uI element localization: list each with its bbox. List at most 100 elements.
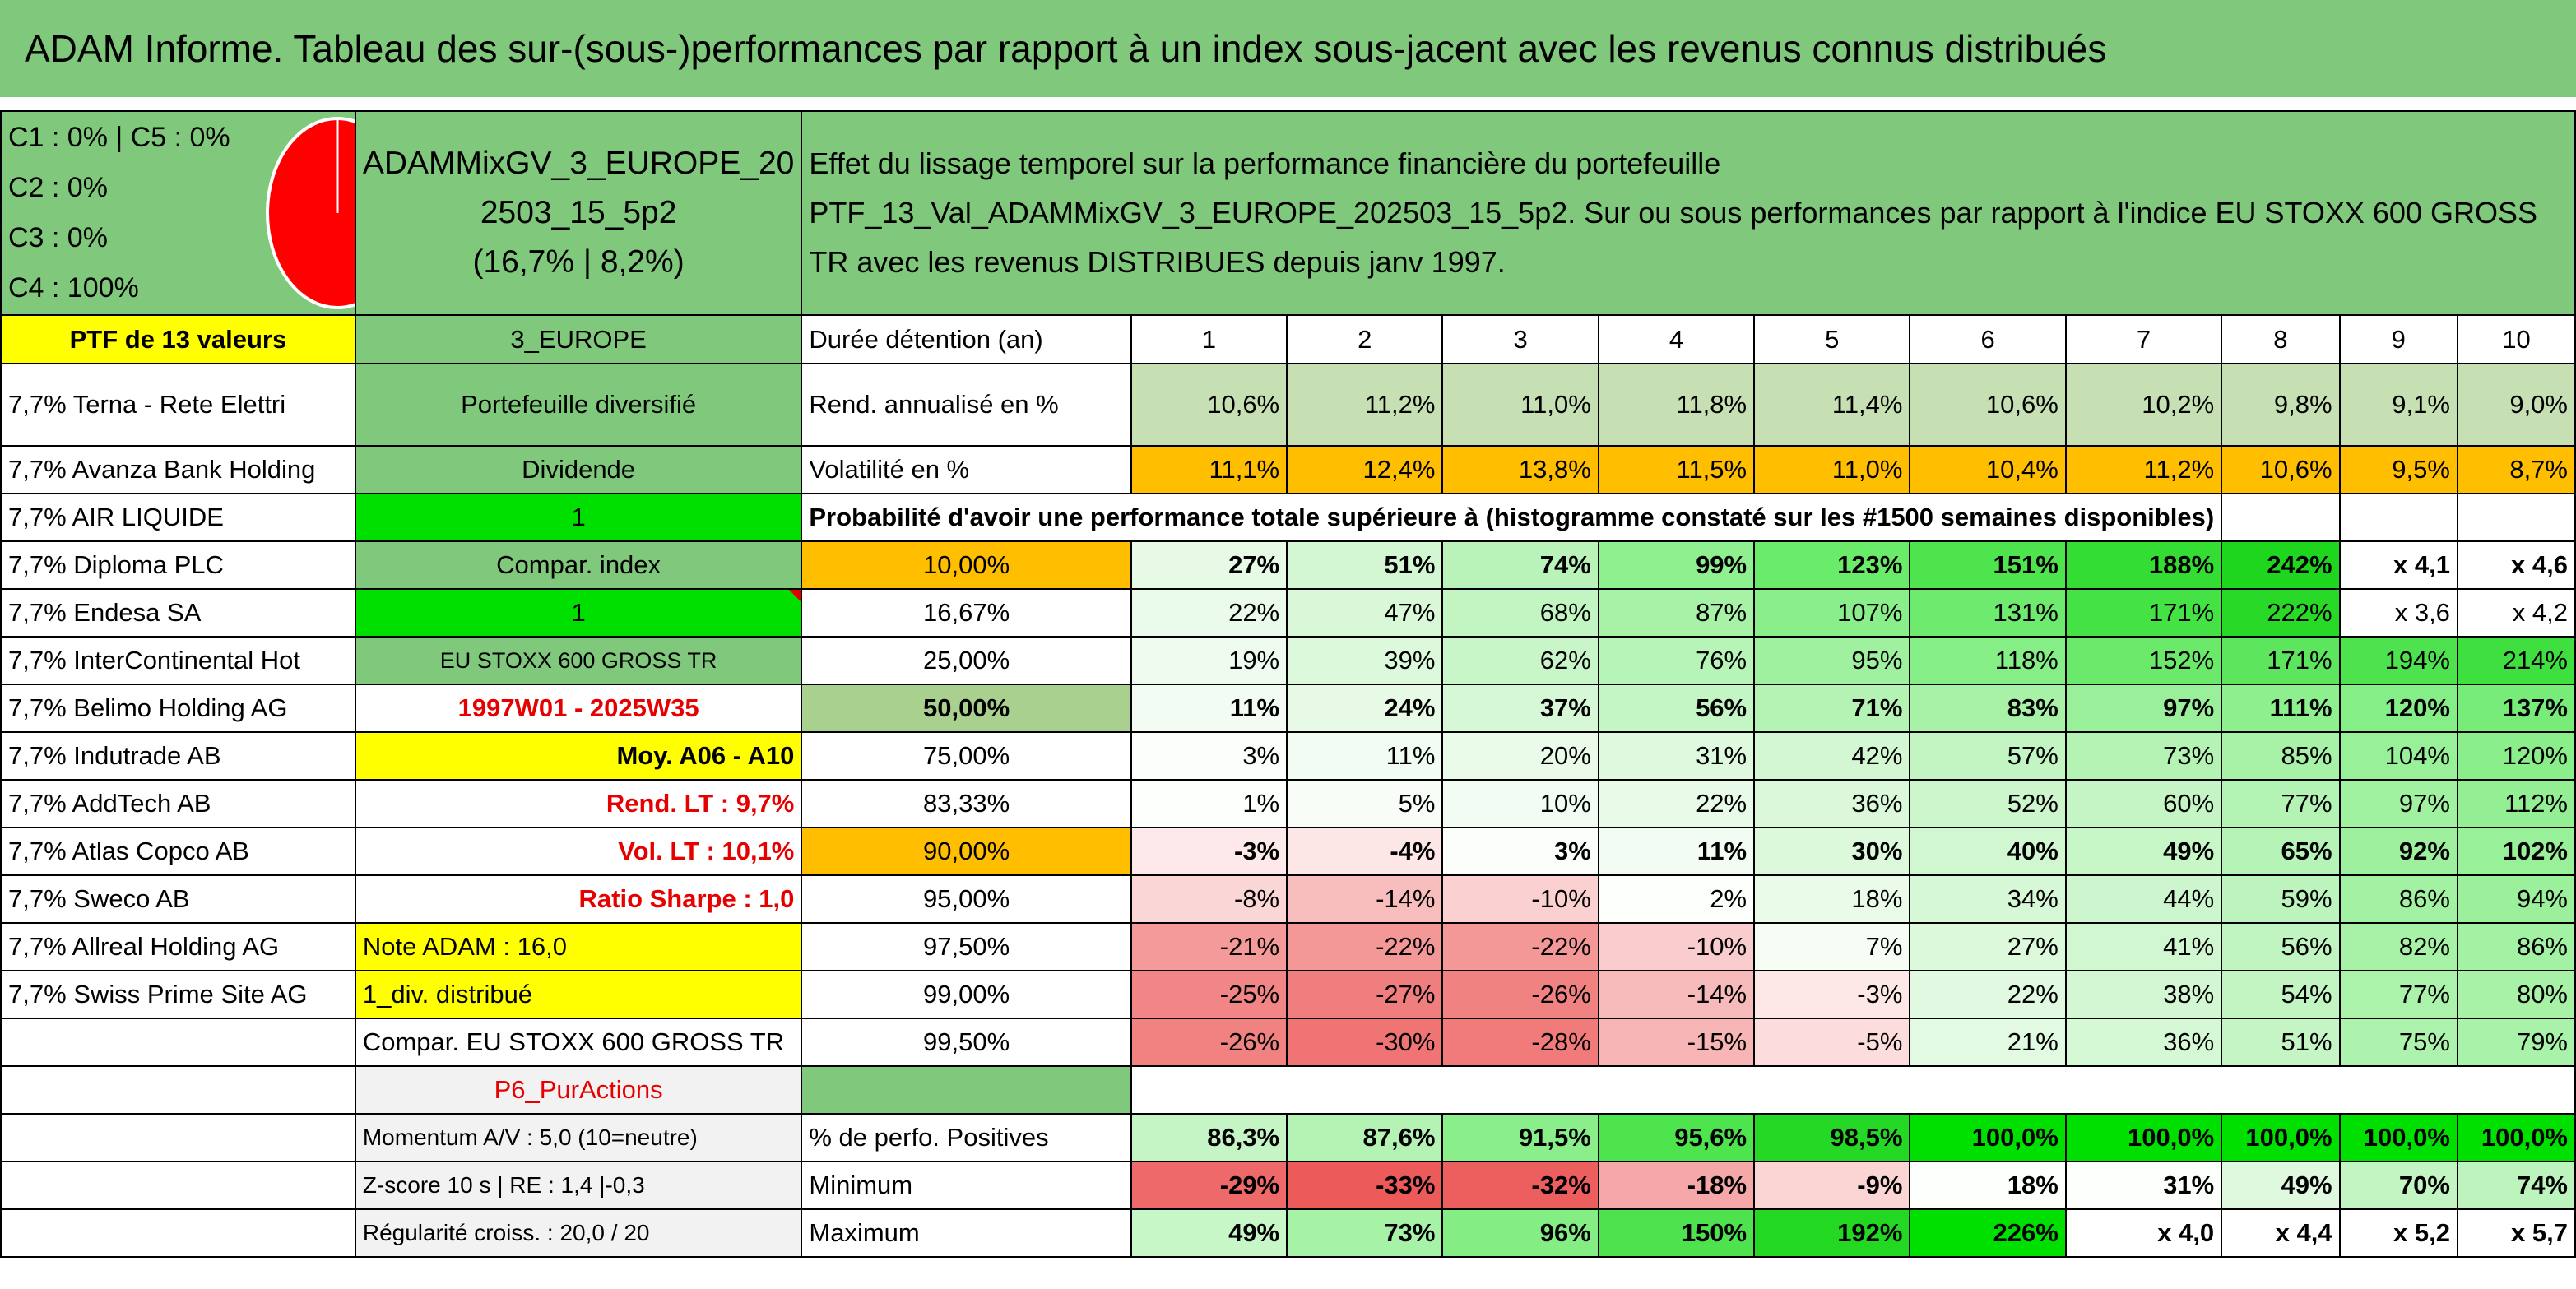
prob-value: 112% — [2456, 779, 2576, 828]
prob-value: -22% — [1286, 922, 1444, 971]
return-value: 9,0% — [2456, 363, 2576, 447]
maximum-value: x 5,7 — [2456, 1208, 2576, 1258]
positive-value: 100,0% — [2221, 1113, 2341, 1162]
prob-value: -14% — [1597, 970, 1756, 1019]
positive-label: % de perfo. Positives — [801, 1113, 1132, 1162]
return-value: 11,4% — [1753, 363, 1911, 447]
legend-c1-c5: C1 : 0% | C5 : 0% — [8, 122, 230, 153]
prob-value: 37% — [1441, 684, 1599, 733]
empty-cell — [0, 1208, 356, 1258]
prob-value: -4% — [1286, 827, 1444, 876]
prob-value: 71% — [1753, 684, 1911, 733]
allocation-pie — [266, 117, 354, 309]
prob-value: -5% — [1753, 1018, 1911, 1067]
prob-value: -22% — [1441, 922, 1599, 971]
probability-level: 10,00% — [801, 540, 1132, 590]
volatility-value: 10,4% — [1909, 445, 2067, 494]
empty-cell — [0, 1161, 356, 1210]
empty-cell — [0, 1018, 356, 1067]
prob-value: 52% — [1909, 779, 2067, 828]
probability-level: 75,00% — [801, 731, 1132, 781]
description-line-3: TR avec les revenus DISTRIBUES depuis ja… — [809, 245, 1506, 279]
positive-value: 100,0% — [2456, 1113, 2576, 1162]
prob-value: 120% — [2338, 684, 2458, 733]
prob-value: -25% — [1130, 970, 1288, 1019]
prob-value: 57% — [1909, 731, 2067, 781]
prob-value: 111% — [2221, 684, 2341, 733]
prob-value: 56% — [1597, 684, 1756, 733]
prob-value: -21% — [1130, 922, 1288, 971]
prob-value: 73% — [2064, 731, 2223, 781]
maximum-value: x 4,4 — [2221, 1208, 2341, 1258]
prob-value: -30% — [1286, 1018, 1444, 1067]
prob-value: 44% — [2064, 874, 2223, 924]
prob-value: 94% — [2456, 874, 2576, 924]
maximum-value: 96% — [1441, 1208, 1599, 1258]
prob-value: 11% — [1597, 827, 1756, 876]
prob-value: 59% — [2221, 874, 2341, 924]
prob-value: 27% — [1130, 540, 1288, 590]
prob-value: 77% — [2221, 779, 2341, 828]
prob-value: 80% — [2456, 970, 2576, 1019]
prob-value: 77% — [2338, 970, 2458, 1019]
year-header: 10 — [2456, 314, 2576, 364]
prob-value: 102% — [2456, 827, 2576, 876]
description-line-2: PTF_13_Val_ADAMMixGV_3_EUROPE_202503_15_… — [809, 196, 2537, 230]
prob-value: 51% — [2221, 1018, 2341, 1067]
empty-cell — [0, 1065, 356, 1115]
probability-level-median: 50,00% — [801, 684, 1132, 733]
prob-value: 99% — [1597, 540, 1756, 590]
year-header: 5 — [1753, 314, 1911, 364]
holding-name: 7,7% Sweco AB — [0, 874, 356, 924]
portfolio-type: Portefeuille diversifié — [354, 363, 803, 447]
prob-value: 188% — [2064, 540, 2223, 590]
holding-name: 7,7% Terna - Rete Elettri — [0, 363, 356, 447]
minimum-value: -18% — [1597, 1161, 1756, 1210]
empty-cell — [1130, 1065, 2576, 1115]
return-value: 11,8% — [1597, 363, 1756, 447]
minimum-value: -32% — [1441, 1161, 1599, 1210]
prob-value: 97% — [2064, 684, 2223, 733]
holding-name: 7,7% Endesa SA — [0, 588, 356, 638]
prob-value: 22% — [1909, 970, 2067, 1019]
prob-value: -15% — [1597, 1018, 1756, 1067]
prob-value: x 3,6 — [2338, 588, 2458, 638]
duration-label: Durée détention (an) — [801, 314, 1132, 364]
prob-value: 60% — [2064, 779, 2223, 828]
volatility-value: 10,6% — [2221, 445, 2341, 494]
fund-name-cell: ADAMMixGV_3_EUROPE_20 2503_15_5p2 (16,7%… — [354, 110, 803, 316]
regularity-label: Régularité croiss. : 20,0 / 20 — [354, 1208, 803, 1258]
prob-value: 242% — [2221, 540, 2341, 590]
ptf-label: PTF de 13 valeurs — [0, 314, 356, 364]
prob-value: 194% — [2338, 636, 2458, 685]
return-value: 11,2% — [1286, 363, 1444, 447]
empty-cell — [0, 1113, 356, 1162]
maximum-value: x 4,0 — [2064, 1208, 2223, 1258]
dividend-flag: 1 — [354, 493, 803, 542]
return-value: 10,6% — [1130, 363, 1288, 447]
prob-value: 49% — [2064, 827, 2223, 876]
prob-value: 19% — [1130, 636, 1288, 685]
maximum-value: 226% — [1909, 1208, 2067, 1258]
return-value: 11,0% — [1441, 363, 1599, 447]
long-term-volatility: Vol. LT : 10,1% — [354, 827, 803, 876]
prob-value: 86% — [2456, 922, 2576, 971]
prob-value: x 4,6 — [2456, 540, 2576, 590]
return-value: 10,2% — [2064, 363, 2223, 447]
prob-value: 120% — [2456, 731, 2576, 781]
year-header: 6 — [1909, 314, 2067, 364]
period-range: 1997W01 - 2025W35 — [354, 684, 803, 733]
prob-value: 214% — [2456, 636, 2576, 685]
probability-level: 99,00% — [801, 970, 1132, 1019]
prob-value: 27% — [1909, 922, 2067, 971]
maximum-value: 73% — [1286, 1208, 1444, 1258]
holding-name: 7,7% Swiss Prime Site AG — [0, 970, 356, 1019]
probability-level: 16,67% — [801, 588, 1132, 638]
index-compare-flag: 1 — [354, 588, 803, 638]
prob-value: 36% — [2064, 1018, 2223, 1067]
maximum-value: 49% — [1130, 1208, 1288, 1258]
prob-value: 3% — [1441, 827, 1599, 876]
probability-level: 83,33% — [801, 779, 1132, 828]
return-value: 9,8% — [2221, 363, 2341, 447]
prob-value: 83% — [1909, 684, 2067, 733]
